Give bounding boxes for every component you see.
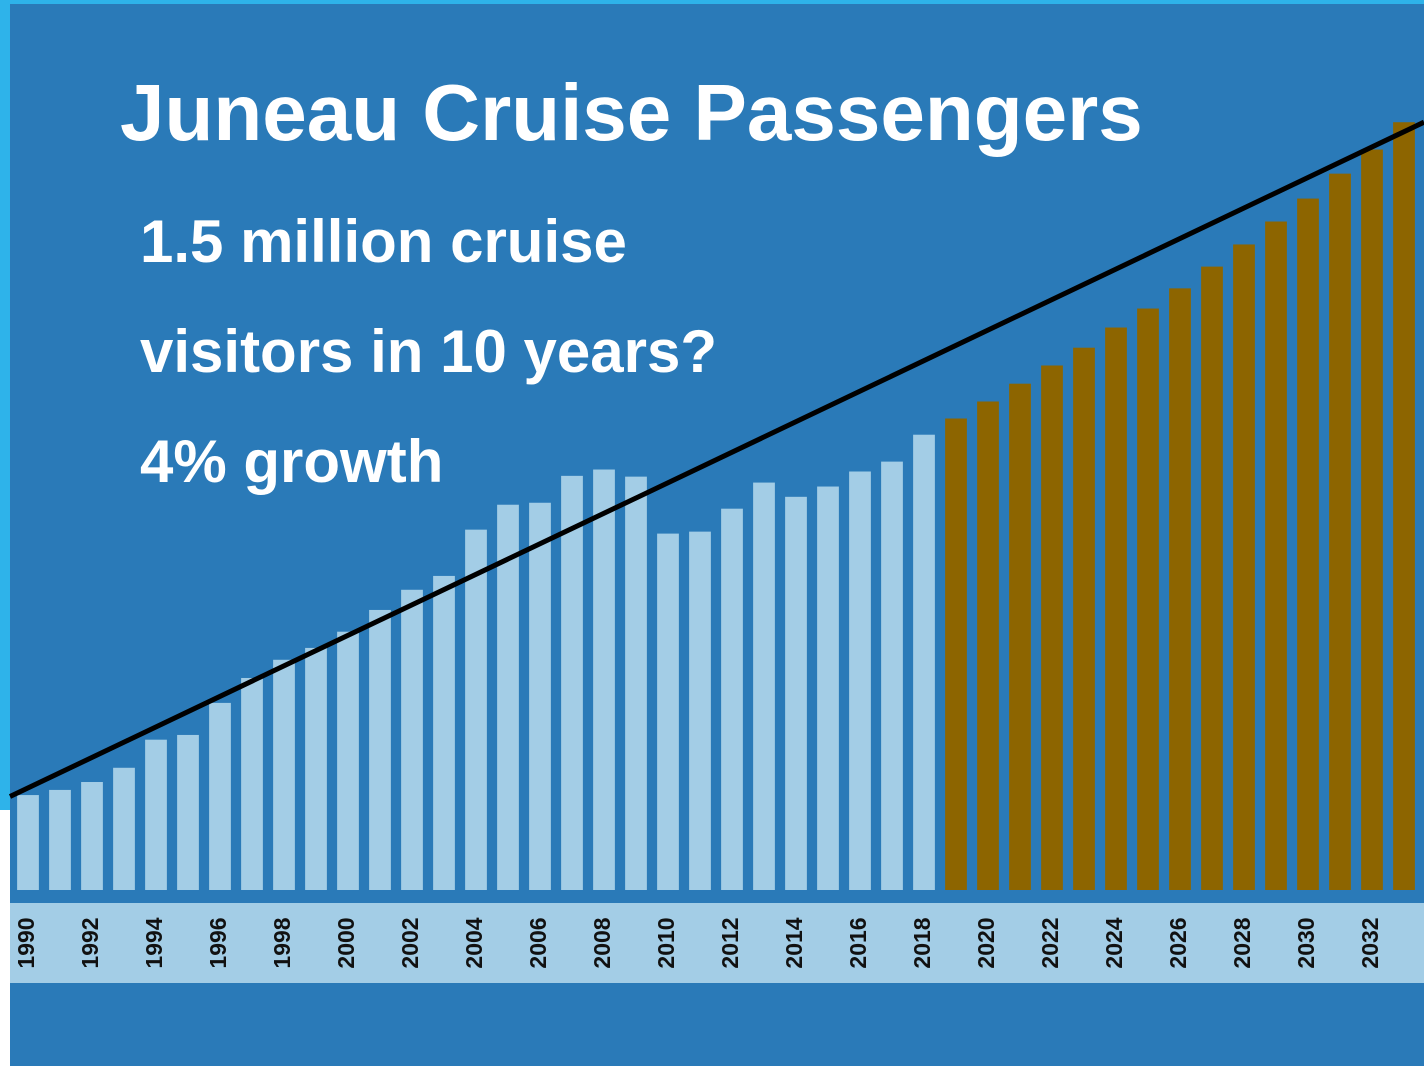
bar	[369, 609, 391, 890]
bar	[593, 469, 615, 890]
x-tick-label: 2016	[845, 917, 871, 968]
bar	[785, 496, 807, 890]
x-tick-label: 2000	[333, 917, 359, 968]
bars	[17, 122, 1415, 890]
x-tick-label: 2020	[973, 917, 999, 968]
bar	[1137, 308, 1159, 890]
bar	[1009, 383, 1031, 890]
bar	[753, 482, 775, 890]
bar	[529, 502, 551, 890]
bar	[689, 531, 711, 890]
x-tick-label: 2002	[397, 917, 423, 968]
trend-line	[8, 119, 1424, 799]
x-tick-label: 2030	[1293, 917, 1319, 968]
x-tick-label: 2032	[1357, 917, 1383, 968]
left-strip	[0, 0, 10, 810]
bar	[657, 533, 679, 890]
bar	[1073, 347, 1095, 890]
x-tick-label: 2026	[1165, 917, 1191, 968]
subtitle-line: visitors in 10 years?	[140, 318, 717, 385]
bar	[17, 795, 39, 890]
bar	[881, 461, 903, 890]
x-tick-label: 2018	[909, 917, 935, 968]
x-tick-label: 2010	[653, 917, 679, 968]
bar	[177, 734, 199, 890]
labels: 1990 1992 1994 1996 1998 2000 2002 2004 2006 2008…	[13, 917, 1383, 968]
bar	[497, 504, 519, 890]
bar	[849, 471, 871, 890]
bar	[1105, 327, 1127, 890]
bar	[49, 789, 71, 890]
bar	[1041, 365, 1063, 890]
bar	[113, 767, 135, 890]
x-tick-label: 1990	[13, 917, 39, 968]
label-band	[10, 903, 1424, 983]
bar	[337, 631, 359, 890]
bar	[1393, 122, 1415, 890]
bar	[81, 782, 103, 890]
bar	[977, 401, 999, 890]
bar	[1201, 266, 1223, 890]
x-tick-label: 1992	[77, 917, 103, 968]
x-tick-label: 2008	[589, 917, 615, 968]
bar	[433, 575, 455, 890]
bar	[721, 508, 743, 890]
bar	[561, 475, 583, 890]
bar	[1361, 149, 1383, 890]
x-tick-label: 2004	[461, 917, 487, 968]
x-tick-label: 1996	[205, 917, 231, 968]
subtitle-line: 4% growth	[140, 428, 443, 495]
chart-title: Juneau Cruise Passengers	[120, 68, 1143, 157]
x-tick-label: 2014	[781, 917, 807, 968]
bar	[913, 434, 935, 890]
top-strip	[0, 0, 1424, 4]
bar	[1169, 288, 1191, 890]
bar	[817, 486, 839, 890]
bar	[1265, 221, 1287, 890]
bar	[273, 659, 295, 890]
x-tick-label: 2012	[717, 917, 743, 968]
x-tick-label: 1994	[141, 917, 167, 968]
x-tick-label: 2006	[525, 917, 551, 968]
x-tick-label: 2024	[1101, 917, 1127, 968]
bar	[305, 647, 327, 890]
bar	[209, 702, 231, 890]
x-tick-label: 1998	[269, 917, 295, 968]
bar	[145, 739, 167, 890]
subtitle-line: 1.5 million cruise	[140, 208, 627, 275]
bar	[465, 529, 487, 890]
bar	[401, 589, 423, 890]
x-tick-label: 2022	[1037, 917, 1063, 968]
bar	[241, 677, 263, 890]
bar	[1329, 173, 1351, 890]
bar	[625, 476, 647, 890]
bar	[1297, 198, 1319, 890]
left-corner	[0, 810, 10, 1066]
bar	[945, 418, 967, 890]
bar	[1233, 244, 1255, 890]
trend-layer	[8, 119, 1424, 799]
x-tick-label: 2028	[1229, 917, 1255, 968]
